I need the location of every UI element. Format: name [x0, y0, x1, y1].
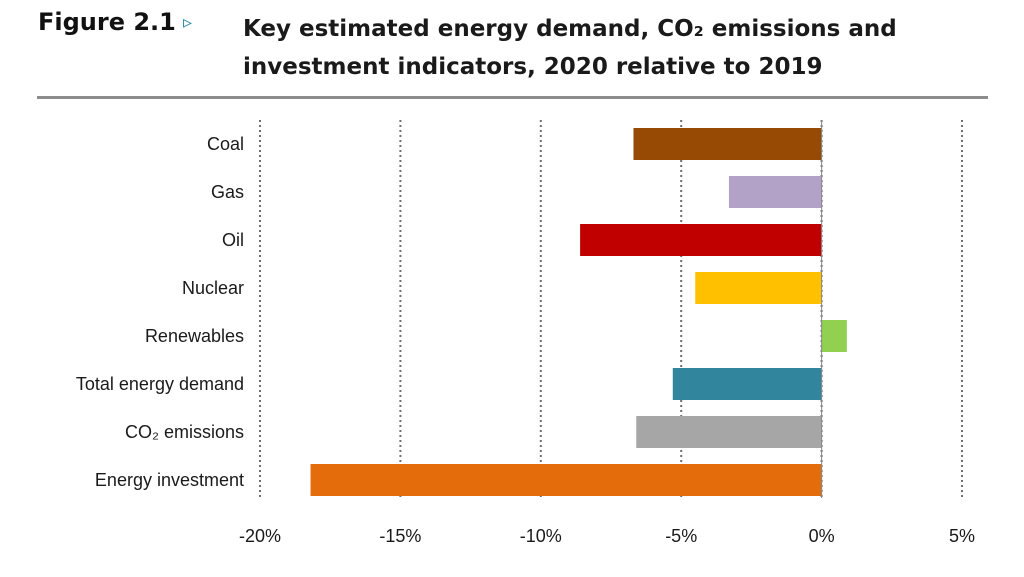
x-tick-label-3: -5%	[665, 526, 697, 546]
x-tick-label-0: -20%	[239, 526, 281, 546]
bar-4	[821, 320, 847, 352]
category-label-4: Renewables	[145, 326, 244, 346]
bar-3	[695, 272, 822, 304]
chart-title: Key estimated energy demand, CO₂ emissio…	[243, 10, 983, 86]
figure-arrow-icon: ▹	[183, 12, 193, 33]
x-tick-label-1: -15%	[379, 526, 421, 546]
bar-7	[310, 464, 822, 496]
bar-2	[580, 224, 822, 256]
category-label-0: Coal	[207, 134, 244, 154]
x-tick-label-5: 5%	[949, 526, 975, 546]
title-divider	[37, 96, 988, 99]
category-label-5: Total energy demand	[76, 374, 244, 394]
category-label-3: Nuclear	[182, 278, 244, 298]
category-label-2: Oil	[222, 230, 244, 250]
bar-5	[672, 368, 822, 400]
x-tick-label-2: -10%	[520, 526, 562, 546]
category-label-1: Gas	[211, 182, 244, 202]
bar-1	[728, 176, 822, 208]
bar-6	[636, 416, 822, 448]
category-label-7: Energy investment	[95, 470, 244, 490]
category-label-6: CO₂ emissions	[125, 422, 244, 442]
bar-0	[633, 128, 822, 160]
chart-title-line2: investment indicators, 2020 relative to …	[243, 54, 823, 80]
x-tick-label-4: 0%	[809, 526, 835, 546]
figure-label: Figure 2.1	[38, 8, 176, 36]
chart-title-line1: Key estimated energy demand, CO₂ emissio…	[243, 16, 897, 42]
